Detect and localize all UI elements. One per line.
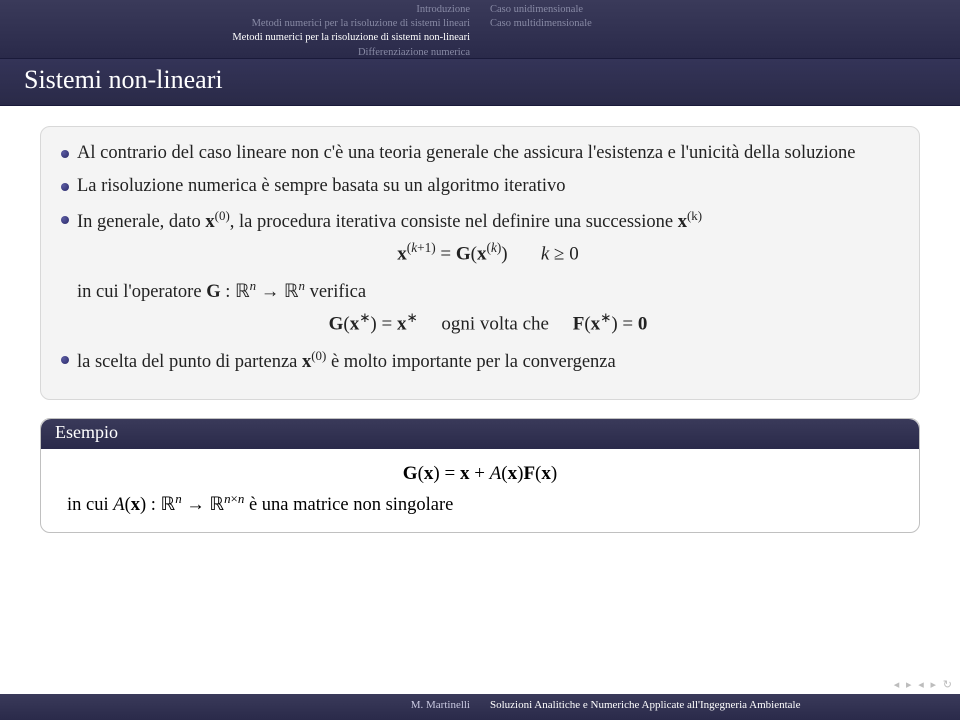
bullet-list: Al contrario del caso lineare non c'è un…	[61, 141, 899, 375]
slide-content: Al contrario del caso lineare non c'è un…	[0, 106, 960, 533]
text: la scelta del punto di partenza	[77, 352, 302, 372]
footer: M. Martinelli Soluzioni Analitiche e Num…	[0, 694, 960, 720]
crumb-line-active[interactable]: Metodi numerici per la risoluzione di si…	[0, 31, 470, 45]
text: è molto importante per la convergenza	[326, 352, 615, 372]
crumb-line[interactable]: Introduzione	[0, 3, 470, 17]
example-title: Esempio	[41, 419, 919, 449]
slide-title: Sistemi non-lineari	[0, 58, 960, 106]
text: In generale, dato	[77, 212, 205, 232]
text-line: in cui l'operatore G : ℝn → ℝn verifica	[77, 277, 899, 305]
header-right: Caso unidimensionale Caso multidimension…	[480, 0, 960, 58]
bullet-item: la scelta del punto di partenza x(0) è m…	[77, 347, 899, 375]
superscript: (0)	[215, 208, 230, 223]
superscript: (0)	[311, 348, 326, 363]
title-text: Sistemi non-lineari	[24, 65, 223, 94]
var-x: x	[205, 212, 214, 232]
nav-icons[interactable]: ◂ ▸ ◂ ▸ ↻	[894, 678, 954, 691]
example-equation: G(x) = x + A(x)F(x)	[61, 463, 899, 485]
bullet-item: La risoluzione numerica è sempre basata …	[77, 174, 899, 199]
footer-title: Soluzioni Analitiche e Numeriche Applica…	[480, 694, 960, 720]
superscript: (k)	[687, 208, 702, 223]
var-x: x	[302, 352, 311, 372]
bullet-item: Al contrario del caso lineare non c'è un…	[77, 141, 899, 166]
header-left: Introduzione Metodi numerici per la riso…	[0, 0, 480, 58]
bullet-item: In generale, dato x(0), la procedura ite…	[77, 207, 899, 337]
var-x: x	[678, 212, 687, 232]
equation: G(x∗) = x∗ ogni volta che F(x∗) = 0	[77, 309, 899, 337]
example-block: Esempio G(x) = x + A(x)F(x) in cui A(x) …	[40, 418, 920, 533]
example-text: in cui A(x) : ℝn → ℝn×n è una matrice no…	[61, 491, 899, 516]
crumb-line[interactable]: Metodi numerici per la risoluzione di si…	[0, 17, 470, 31]
main-block: Al contrario del caso lineare non c'è un…	[40, 126, 920, 400]
crumb-subline[interactable]: Caso unidimensionale	[490, 3, 960, 17]
footer-author: M. Martinelli	[0, 694, 480, 720]
crumb-line[interactable]: Differenziazione numerica	[0, 46, 470, 60]
text: , la procedura iterativa consiste nel de…	[230, 212, 678, 232]
breadcrumb-header: Introduzione Metodi numerici per la riso…	[0, 0, 960, 58]
equation: x(k+1) = G(x(k)) k ≥ 0	[77, 239, 899, 267]
crumb-subline[interactable]: Caso multidimensionale	[490, 17, 960, 31]
